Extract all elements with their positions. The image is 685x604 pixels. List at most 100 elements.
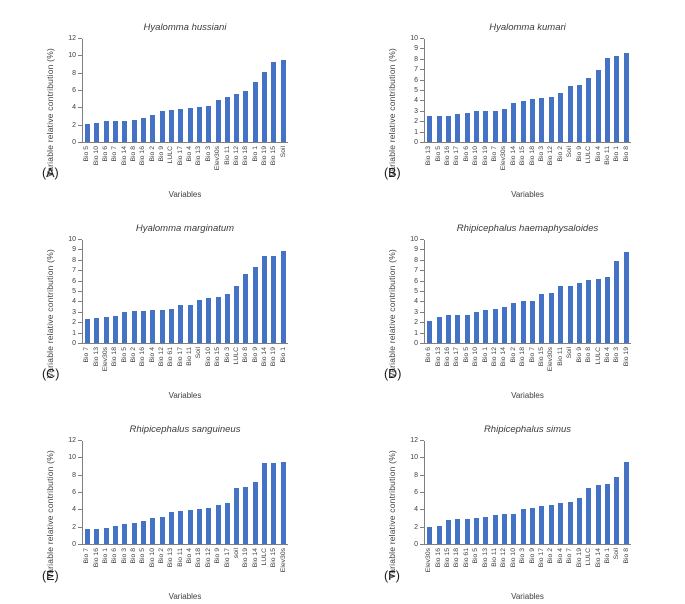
y-tick-mark [78,291,82,292]
x-tick-label: Bio 7 [566,548,574,564]
x-tick-slot: Bio 18 [527,146,536,187]
y-tick-label: 3 [414,308,418,316]
bar [150,310,156,343]
x-tick-slot: Bio 19 [241,548,250,589]
y-tick-mark [420,38,424,39]
x-tick-slot: Bio 1 [101,548,110,589]
y-tick-mark [78,332,82,334]
bar-slot [519,39,528,142]
bar [576,498,582,544]
bar [464,314,470,343]
bar-slot [575,39,584,142]
plot-area [424,240,631,344]
y-tick-label: 2 [414,523,418,531]
x-tick-slot: Bio 9 [575,146,584,187]
bar [85,528,91,544]
bar-slot [509,39,518,142]
x-tick-label: Bio 3 [223,347,231,363]
x-tick-slot: Bio 17 [222,548,231,589]
x-tick-label: Bio 12 [204,548,212,568]
bar-slot [622,39,631,142]
y-axis-ticks: 0 1 2 3 4 5 6 7 8 9 10 [400,35,424,146]
y-axis-title: Variable relative contribution (%) [45,249,55,379]
x-tick-slot: Bio 19 [260,146,269,187]
y-tick-label: 8 [414,471,418,479]
x-tick-slot: Bio 14 [499,347,508,388]
bar [586,487,592,544]
x-tick-label: Bio 2 [509,347,517,363]
y-tick-mark [420,526,424,528]
y-tick-mark [420,509,424,511]
x-tick-label: Bio 15 [538,347,546,367]
y-tick-label: 4 [72,104,76,112]
bar-slot [481,240,490,343]
bar-slot [434,39,443,142]
x-tick-label: Bio 1 [279,347,287,363]
x-tick-label: Soil [566,347,574,359]
x-tick-slot: Bio 7 [82,347,91,388]
x-tick-label: Bio 9 [528,548,536,564]
x-tick-slot: Bio 15 [518,146,527,187]
bar [492,308,498,343]
x-tick-slot: Bio 14 [509,146,518,187]
bar-slot [241,39,250,142]
bar [520,301,526,343]
x-tick-label: Bio 4 [148,347,156,363]
bar [196,300,202,343]
x-tick-slot: Bio 3 [537,146,546,187]
y-tick-label: 12 [68,35,76,42]
bar-slot [537,39,546,142]
bar [103,121,109,142]
y-tick-mark [420,343,424,344]
bar [215,100,221,142]
x-tick-label: Bio 6 [111,548,119,564]
y-tick-mark [78,526,82,528]
y-tick-label: 7 [72,267,76,275]
x-tick-slot: Bio 4 [593,146,602,187]
x-tick-label: Bio 3 [204,146,212,162]
y-tick-mark [420,474,424,476]
bar [567,286,573,343]
bar [187,107,193,142]
y-tick-label: 0 [72,139,76,146]
y-tick-label: 10 [68,236,76,243]
y-tick-label: 12 [68,437,76,444]
x-tick-label: Bio 16 [139,347,147,367]
x-axis-ticks: Bio 7 Bio 13 Elev30s Bio 18 Bio 5 Bio 2 Bio 16… [82,344,288,388]
x-tick-slot: Elev30s [101,347,110,388]
bar [159,516,165,544]
y-tick-mark [420,544,424,545]
bar-slot [528,441,537,544]
x-tick-label: Bio 18 [242,146,250,166]
bar [196,106,202,142]
x-tick-label: Bio 8 [585,347,593,363]
bar-slot [556,240,565,343]
bar-slot [537,240,546,343]
x-tick-slot: Bio 13 [91,347,100,388]
x-tick-slot: Bio 10 [148,548,157,589]
x-tick-slot: Bio 61 [166,347,175,388]
x-tick-slot: Bio 4 [148,347,157,388]
y-tick-mark [78,509,82,511]
bar [178,305,184,343]
x-tick-label: Bio 5 [139,548,147,564]
x-tick-slot: Bio 14 [593,548,602,589]
bar-slot [279,441,288,544]
bar [576,283,582,343]
bar-slot [584,441,593,544]
bar-slot [158,240,167,343]
x-tick-slot: Bio 11 [603,146,612,187]
bar-slot [593,39,602,142]
x-tick-label: Bio 14 [251,548,259,568]
x-tick-label: Bio 14 [261,347,268,367]
x-tick-slot: Bio 12 [546,146,555,187]
x-tick-slot: Bio 5 [119,347,128,388]
bar-slot [509,240,518,343]
bar-slot [500,240,509,343]
x-tick-slot: Bio 10 [471,146,480,187]
x-tick-slot: Bio 6 [462,146,471,187]
y-tick-mark [78,72,82,74]
bar-slot [537,441,546,544]
x-tick-label: Bio 4 [603,347,611,363]
bar-slot [565,441,574,544]
